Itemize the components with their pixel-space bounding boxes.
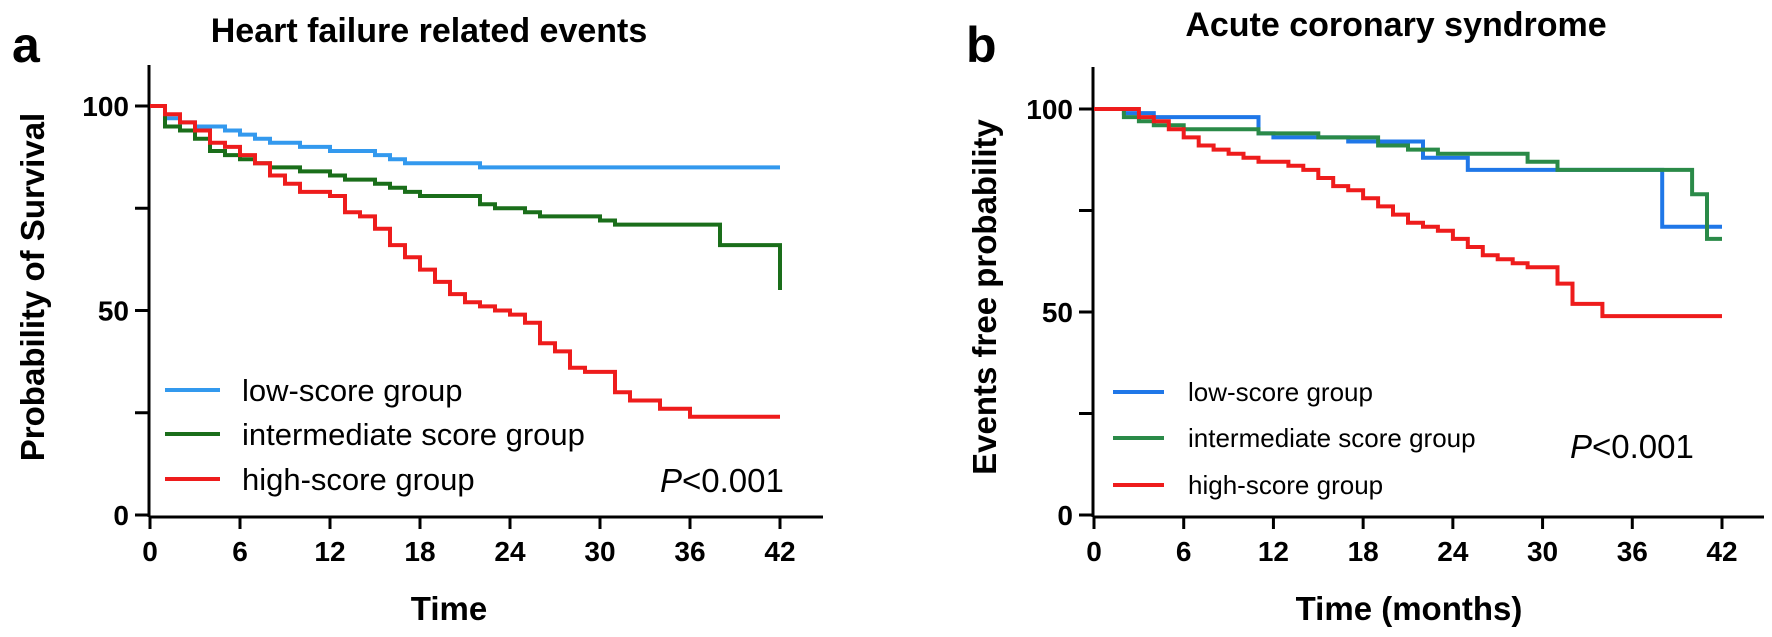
panel-b-legend: low-score group intermediate score group… xyxy=(1113,377,1476,500)
y-tick-label: 100 xyxy=(82,91,129,122)
p-value-italic: P xyxy=(1570,428,1592,465)
panel-b-x-axis-label: Time (months) xyxy=(1296,590,1523,627)
y-tick-label: 100 xyxy=(1026,94,1073,125)
panel-a-x-axis-label: Time xyxy=(411,590,487,627)
y-tick-label: 50 xyxy=(1042,297,1073,328)
x-tick-label: 18 xyxy=(1348,536,1379,567)
y-tick-label: 0 xyxy=(113,500,129,531)
legend-label-low-score: low-score group xyxy=(242,373,463,408)
p-value-rest: <0.001 xyxy=(1592,428,1694,465)
x-tick-label: 30 xyxy=(584,536,615,567)
curve-high-score-group xyxy=(150,104,780,419)
x-tick-label: 30 xyxy=(1527,536,1558,567)
legend-label-intermediate-score: intermediate score group xyxy=(1188,423,1476,453)
x-tick-label: 18 xyxy=(404,536,435,567)
curve-high-score-group xyxy=(1094,107,1722,319)
legend-label-high-score: high-score group xyxy=(1188,470,1383,500)
x-tick-label: 42 xyxy=(764,536,795,567)
x-tick-label: 24 xyxy=(1437,536,1469,567)
x-tick-label: 42 xyxy=(1706,536,1737,567)
panel-a-letter: a xyxy=(12,17,41,73)
panel-b: b Acute coronary syndrome Events free pr… xyxy=(966,6,1764,627)
panel-b-title: Acute coronary syndrome xyxy=(1185,6,1606,44)
x-tick-label: 12 xyxy=(1258,536,1289,567)
x-tick-label: 12 xyxy=(314,536,345,567)
x-tick-label: 36 xyxy=(674,536,705,567)
legend-label-high-score: high-score group xyxy=(242,462,475,497)
panel-a-y-axis-label: Probability of Survival xyxy=(14,113,51,461)
panel-b-curves xyxy=(1094,107,1722,319)
curve-intermediate-score-group xyxy=(150,104,782,290)
panel-a-title: Heart failure related events xyxy=(211,12,648,50)
panel-b-letter: b xyxy=(966,17,997,73)
legend-label-intermediate-score: intermediate score group xyxy=(242,417,585,452)
panel-a-axes xyxy=(135,65,823,529)
panel-a-curves xyxy=(150,104,782,419)
panel-a-p-value: P<0.001 xyxy=(660,462,784,499)
x-tick-label: 36 xyxy=(1617,536,1648,567)
x-tick-label: 0 xyxy=(1086,536,1102,567)
p-value-rest: <0.001 xyxy=(682,462,784,499)
panel-b-tick-labels: 0 6 12 18 24 30 36 42 0 50 100 xyxy=(1026,94,1737,567)
panel-b-y-axis-label: Events free probability xyxy=(966,118,1003,474)
panel-b-axes xyxy=(1079,67,1764,529)
panel-b-p-value: P<0.001 xyxy=(1570,428,1694,465)
panel-a: a Heart failure related events Probabili… xyxy=(12,12,823,627)
x-tick-label: 6 xyxy=(1176,536,1192,567)
legend-label-low-score: low-score group xyxy=(1188,377,1373,407)
y-tick-label: 50 xyxy=(98,296,129,327)
panel-a-legend: low-score group intermediate score group… xyxy=(165,373,585,497)
x-tick-label: 0 xyxy=(142,536,158,567)
panel-a-tick-labels: 0 6 12 18 24 30 36 42 0 50 100 xyxy=(82,91,795,567)
x-tick-label: 6 xyxy=(232,536,248,567)
curve-low-score-group xyxy=(1094,107,1722,229)
x-tick-label: 24 xyxy=(494,536,526,567)
p-value-italic: P xyxy=(660,462,682,499)
y-tick-label: 0 xyxy=(1057,500,1073,531)
